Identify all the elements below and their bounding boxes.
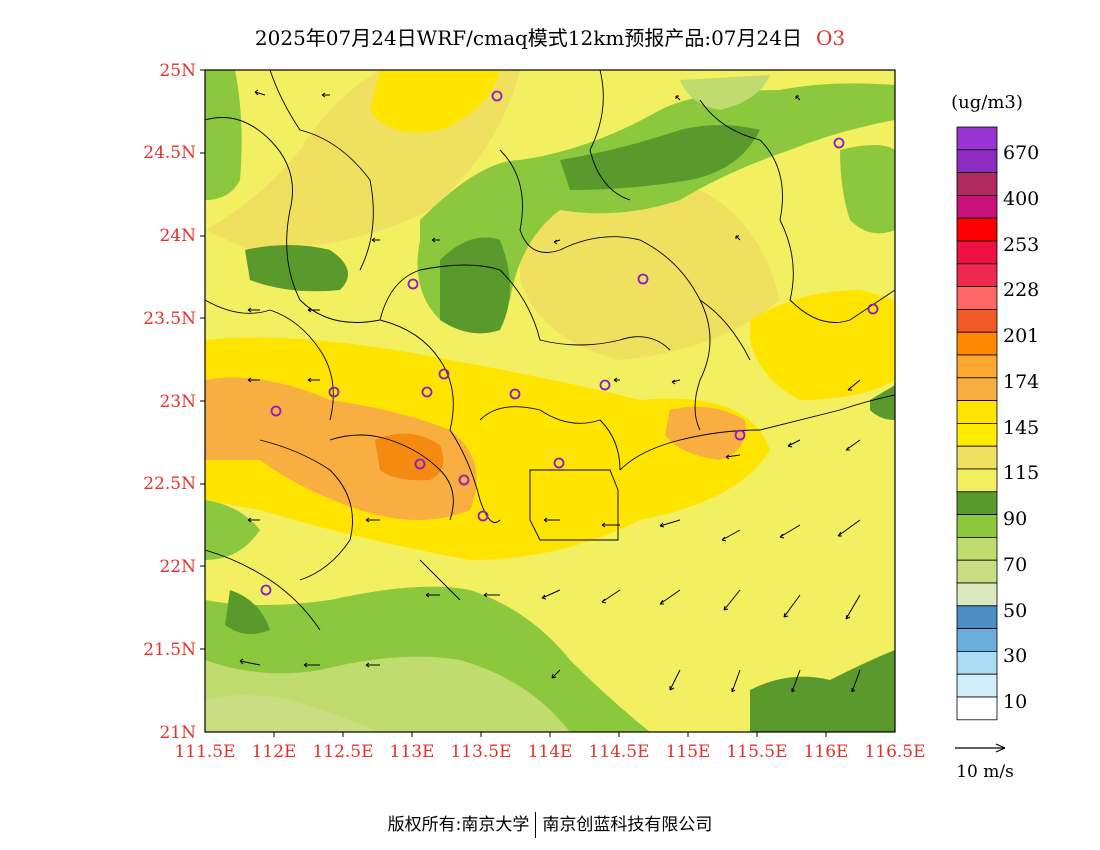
- map-title: 2025年07月24日WRF/cmaq模式12km预报产品:07月24日 O3: [0, 22, 1100, 51]
- legend-swatch: [956, 172, 998, 196]
- lat-label: 24N: [159, 226, 196, 246]
- lon-label: 112.5E: [312, 742, 373, 762]
- lat-label: 23N: [159, 392, 196, 412]
- legend-label: 228: [1003, 279, 1039, 301]
- legend-label: 10: [1003, 691, 1027, 713]
- ozone-region-central: [520, 186, 780, 360]
- monitoring-stations: [260, 90, 879, 596]
- low-region-east-coast: [870, 385, 895, 420]
- low-region-north-dark: [560, 125, 760, 190]
- legend-swatch: [956, 240, 998, 265]
- ozone-region-peak: [375, 433, 444, 481]
- legend-label: 50: [1003, 600, 1027, 622]
- legend-swatch: [956, 126, 998, 151]
- legend-labels: 670 400 253 228 201 174 145 115 90 70 50…: [1003, 142, 1039, 713]
- low-region-west: [245, 245, 348, 292]
- lat-label: 22.5N: [143, 474, 196, 494]
- legend-swatch: [956, 445, 998, 470]
- legend-swatch: [956, 286, 998, 310]
- copyright-footer: 版权所有:南京大学 南京创蓝科技有限公司: [0, 810, 1100, 838]
- longitude-ticks: [273, 732, 827, 737]
- lon-label: 114.5E: [588, 742, 649, 762]
- latitude-axis: 25N 24.5N 24N 23.5N 23N 22.5N 22N 21.5N …: [143, 61, 196, 743]
- lon-label: 116.5E: [864, 742, 925, 762]
- latitude-ticks: [200, 69, 205, 650]
- lon-label: 115.5E: [726, 742, 787, 762]
- low-region-nw: [205, 70, 242, 200]
- legend-label: 670: [1003, 142, 1039, 164]
- legend-swatch: [956, 194, 998, 219]
- legend-swatch: [956, 217, 998, 242]
- lat-label: 22N: [159, 557, 196, 577]
- legend-swatch: [956, 628, 998, 652]
- ozone-region-east: [750, 290, 895, 400]
- legend-swatch: [956, 651, 998, 675]
- wind-reference-arrow: [955, 743, 1006, 753]
- legend-swatch: [956, 422, 998, 447]
- legend-label: 145: [1003, 417, 1039, 439]
- ozone-region-high: [205, 377, 477, 520]
- ozone-region-top: [370, 70, 500, 133]
- legend-unit: (ug/m3): [951, 92, 1023, 113]
- legend-swatch: [956, 673, 998, 698]
- legend-label: 30: [1003, 645, 1027, 667]
- legend-swatch: [956, 696, 998, 721]
- longitude-axis: 111.5E 112E 112.5E 113E 113.5E 114E 114.…: [174, 742, 925, 762]
- legend-swatch: [956, 331, 998, 356]
- lat-label: 24.5N: [143, 143, 196, 163]
- legend-swatch: [956, 400, 998, 424]
- low-region-central-dark: [440, 237, 510, 334]
- lon-label: 113.5E: [450, 742, 511, 762]
- legend-label: 253: [1003, 234, 1039, 256]
- lon-label: 113E: [390, 742, 435, 762]
- ozone-region-shenzhen: [539, 436, 610, 480]
- lon-label: 111.5E: [174, 742, 235, 762]
- lat-label: 21.5N: [143, 640, 196, 660]
- legend-swatch: [956, 559, 998, 584]
- legend-label: 174: [1003, 371, 1039, 393]
- legend-swatch: [956, 149, 998, 174]
- legend-label: 115: [1003, 462, 1039, 484]
- legend-swatch: [956, 354, 998, 379]
- lon-label: 116E: [804, 742, 849, 762]
- legend-swatch: [956, 537, 998, 561]
- wind-reference-label: 10 m/s: [956, 762, 1014, 782]
- legend-swatch: [956, 377, 998, 401]
- lon-label: 114E: [528, 742, 573, 762]
- lat-label: 25N: [159, 61, 196, 81]
- pollutant-label: O3: [815, 26, 846, 50]
- ozone-region-high-east: [665, 406, 746, 460]
- map-title-text: 2025年07月24日WRF/cmaq模式12km预报产品:07月24日: [254, 26, 802, 50]
- ozone-field: [205, 70, 895, 732]
- lat-label: 23.5N: [143, 309, 196, 329]
- low-region-island: [225, 590, 270, 634]
- legend-swatch: [956, 605, 998, 629]
- low-region-west-coast: [205, 500, 260, 560]
- legend-swatch: [956, 263, 998, 287]
- low-region-ne: [840, 145, 895, 234]
- lat-label: 21N: [159, 723, 196, 743]
- wind-vectors: [239, 89, 861, 693]
- copyright-company: 南京创蓝科技有限公司: [542, 815, 713, 835]
- legend-swatch: [956, 514, 998, 538]
- low-region-north-light: [680, 75, 770, 110]
- legend-label: 400: [1003, 188, 1039, 210]
- legend-swatch: [956, 468, 998, 493]
- legend-label: 70: [1003, 554, 1027, 576]
- lon-label: 112E: [252, 742, 297, 762]
- legend-label: 90: [1003, 508, 1027, 530]
- legend-swatch: [956, 582, 998, 607]
- low-region-sw-corner: [205, 695, 380, 732]
- legend-swatch: [956, 491, 998, 515]
- legend-swatch: [956, 308, 998, 333]
- footer-separator: [535, 812, 537, 838]
- low-region-se: [750, 650, 895, 732]
- copyright-owner: 版权所有:南京大学: [387, 815, 530, 835]
- low-region-central-band: [417, 83, 895, 323]
- legend-colorbar: [956, 126, 998, 721]
- admin-boundaries: [205, 70, 895, 631]
- lon-label: 115E: [666, 742, 711, 762]
- legend-label: 201: [1003, 325, 1039, 347]
